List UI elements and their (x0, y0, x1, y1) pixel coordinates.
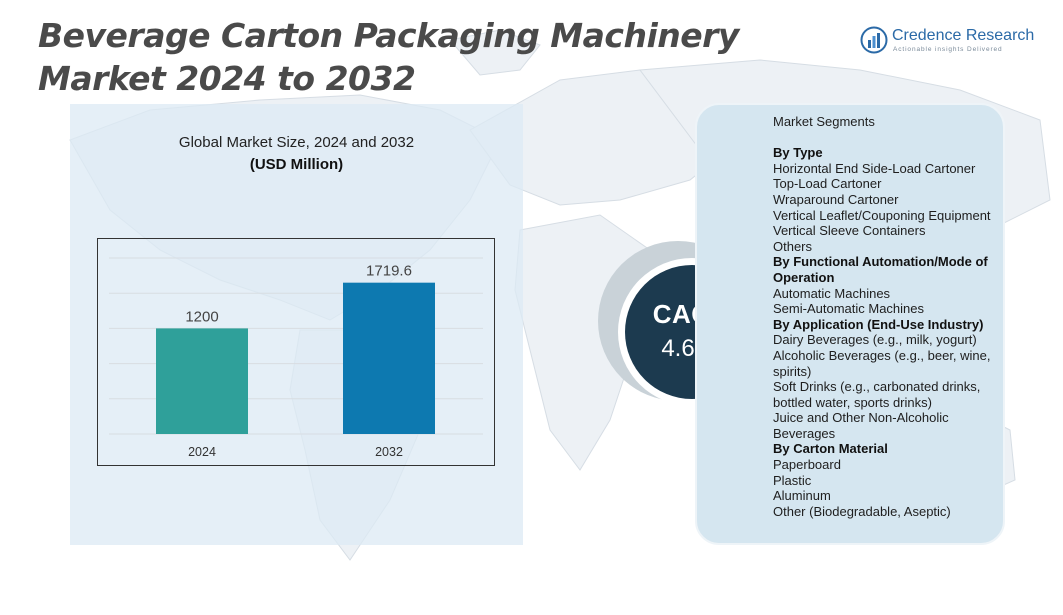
segment-item: Vertical Leaflet/Couponing Equipment (773, 207, 991, 223)
segment-item: Horizontal End Side-Load Cartoner (773, 160, 976, 176)
bar-2024 (156, 328, 248, 434)
segment-item: Vertical Sleeve Containers (773, 223, 926, 239)
segment-item: Automatic Machines (773, 285, 891, 301)
chart-unit: (USD Million) (249, 156, 344, 173)
segment-heading: By Application (End-Use Industry) (773, 316, 984, 332)
x-tick-label: 2032 (375, 445, 403, 459)
segment-heading: By Type (773, 145, 823, 161)
brand-name: Credence Research (892, 27, 1035, 44)
segments-list: Market Segments By Type Horizontal End Si… (773, 114, 1003, 519)
bar-value-label: 1719.6 (366, 263, 412, 280)
segment-item: Juice and Other Non-Alcoholic Beverages (773, 410, 949, 441)
page-title: Beverage Carton Packaging Machinery Mark… (38, 16, 739, 98)
segment-item: Dairy Beverages (e.g., milk, yogurt) (773, 332, 977, 348)
segment-item: Soft Drinks (e.g., carbonated drinks, bo… (773, 379, 981, 410)
x-tick-label: 2024 (188, 445, 216, 459)
segment-item: Plastic (773, 472, 812, 488)
segment-item: Alcoholic Beverages (e.g., beer, wine, s… (773, 347, 991, 379)
chart-panel: Global Market Size, 2024 and 2032 (USD M… (70, 104, 523, 545)
segment-item: Semi-Automatic Machines (773, 301, 924, 317)
segment-item: Paperboard (773, 457, 841, 473)
bar-2032 (343, 282, 435, 434)
brand-tagline: Actionable insights Delivered (893, 46, 1003, 53)
bar-chart: 1200 2024 1719.6 2032 (97, 238, 495, 466)
segment-item: Top-Load Cartoner (773, 176, 882, 192)
chart-title: Global Market Size, 2024 and 2032 (178, 134, 415, 151)
segment-item: Other (Biodegradable, Aseptic) (773, 503, 951, 519)
bar-value-label: 1200 (185, 308, 218, 325)
segment-heading: By Carton Material (773, 441, 888, 457)
segment-heading: By Functional Automation/Mode of Operati… (773, 254, 988, 285)
segments-title: Market Segments (773, 114, 875, 129)
plot-frame (97, 238, 495, 466)
segment-item: Wraparound Cartoner (773, 191, 899, 207)
segment-item: Others (773, 238, 813, 254)
segments-panel (695, 103, 1005, 545)
brand-logo: Credence Research Actionable insights De… (860, 26, 1050, 58)
bar-chart-logo-icon (860, 26, 888, 54)
segment-item: Aluminum (773, 488, 831, 504)
